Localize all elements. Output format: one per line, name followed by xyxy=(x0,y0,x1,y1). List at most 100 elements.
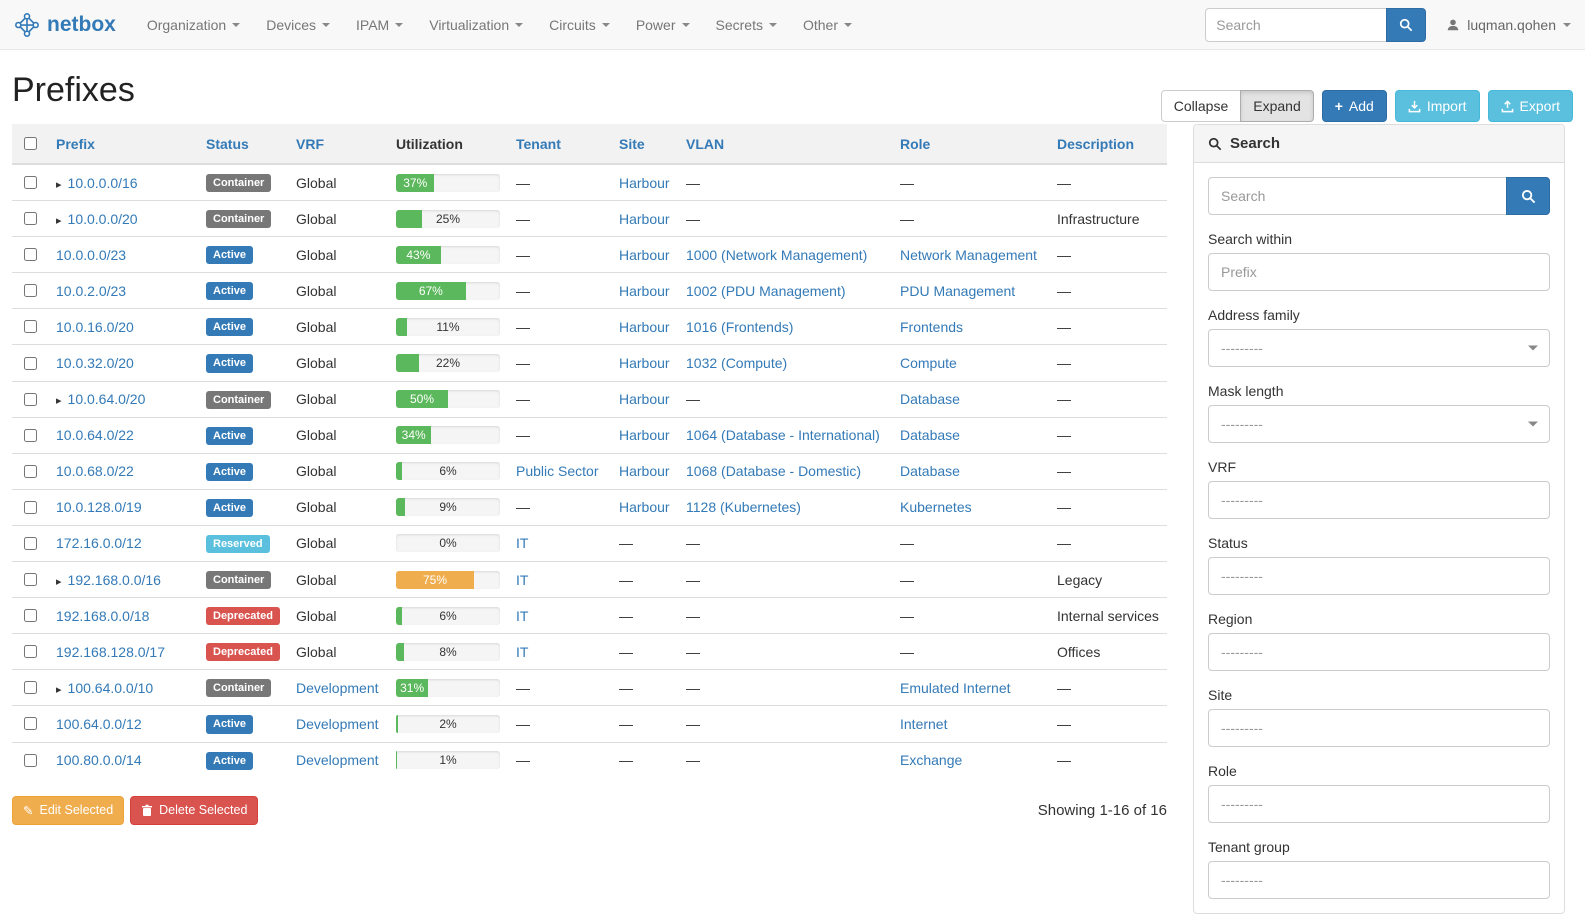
column-sort-link[interactable]: Prefix xyxy=(56,135,95,152)
netbox-brand[interactable]: netbox xyxy=(14,12,116,38)
nav-item-power[interactable]: Power xyxy=(623,0,703,50)
site-link[interactable]: Harbour xyxy=(619,282,670,299)
row-checkbox[interactable] xyxy=(24,212,37,226)
nav-item-organization[interactable]: Organization xyxy=(134,0,253,50)
site-link[interactable]: Harbour xyxy=(619,427,670,444)
column-sort-link[interactable]: VRF xyxy=(296,135,324,152)
row-checkbox[interactable] xyxy=(24,753,37,767)
row-checkbox[interactable] xyxy=(24,356,37,370)
filter-input-mask-length[interactable] xyxy=(1208,405,1550,443)
role-link[interactable]: Database xyxy=(900,463,960,480)
filter-input-region[interactable] xyxy=(1208,633,1550,671)
site-link[interactable]: Harbour xyxy=(619,246,670,263)
filter-input-status[interactable] xyxy=(1208,557,1550,595)
row-checkbox[interactable] xyxy=(24,392,37,406)
prefix-link[interactable]: 10.0.128.0/19 xyxy=(56,499,142,516)
role-link[interactable]: Internet xyxy=(900,715,948,732)
vlan-link[interactable]: 1068 (Database - Domestic) xyxy=(686,463,862,480)
vlan-link[interactable]: 1016 (Frontends) xyxy=(686,318,794,335)
filter-input-role[interactable] xyxy=(1208,785,1550,823)
prefix-link[interactable]: 192.168.0.0/18 xyxy=(56,607,150,624)
vlan-link[interactable]: 1128 (Kubernetes) xyxy=(686,499,801,516)
site-link[interactable]: Harbour xyxy=(619,318,670,335)
role-link[interactable]: Frontends xyxy=(900,318,964,335)
prefix-link[interactable]: 100.64.0.0/10 xyxy=(67,679,154,696)
site-link[interactable]: Harbour xyxy=(619,355,670,372)
prefix-link[interactable]: 10.0.0.0/20 xyxy=(67,210,138,227)
collapse-button[interactable]: Collapse xyxy=(1160,90,1242,122)
prefix-link[interactable]: 100.80.0.0/14 xyxy=(56,752,142,769)
expand-toggle-icon[interactable]: ▸ xyxy=(56,395,62,408)
prefix-link[interactable]: 10.0.2.0/23 xyxy=(56,282,127,299)
prefix-link[interactable]: 10.0.68.0/22 xyxy=(56,463,134,480)
filter-input-search-within[interactable] xyxy=(1208,253,1550,291)
expand-toggle-icon[interactable]: ▸ xyxy=(56,683,62,696)
filter-search-input[interactable] xyxy=(1208,177,1507,215)
tenant-link[interactable]: IT xyxy=(516,643,529,660)
row-checkbox[interactable] xyxy=(24,645,37,659)
role-link[interactable]: Database xyxy=(900,427,960,444)
user-menu[interactable]: luqman.qohen xyxy=(1446,17,1571,33)
column-sort-link[interactable]: VLAN xyxy=(686,135,725,152)
prefix-link[interactable]: 10.0.0.0/16 xyxy=(67,174,138,191)
tenant-link[interactable]: IT xyxy=(516,535,529,552)
row-checkbox[interactable] xyxy=(24,500,37,514)
vlan-link[interactable]: 1002 (PDU Management) xyxy=(686,282,846,299)
column-sort-link[interactable]: Tenant xyxy=(516,135,561,152)
role-link[interactable]: Database xyxy=(900,391,960,408)
vrf-link[interactable]: Development xyxy=(296,715,379,732)
import-button[interactable]: Import xyxy=(1394,90,1480,122)
vlan-link[interactable]: 1064 (Database - International) xyxy=(686,427,880,444)
row-checkbox[interactable] xyxy=(24,609,37,623)
delete-selected-button[interactable]: Delete Selected xyxy=(130,795,259,825)
global-search-button[interactable] xyxy=(1386,7,1427,42)
role-link[interactable]: Exchange xyxy=(900,752,963,769)
prefix-link[interactable]: 192.168.128.0/17 xyxy=(56,643,165,660)
filter-search-button[interactable] xyxy=(1506,177,1550,215)
role-link[interactable]: Kubernetes xyxy=(900,499,972,516)
prefix-link[interactable]: 10.0.64.0/22 xyxy=(56,427,134,444)
row-checkbox[interactable] xyxy=(24,284,37,298)
role-link[interactable]: Compute xyxy=(900,355,957,372)
vrf-link[interactable]: Development xyxy=(296,679,379,696)
vrf-link[interactable]: Development xyxy=(296,752,379,769)
prefix-link[interactable]: 100.64.0.0/12 xyxy=(56,715,142,732)
nav-item-other[interactable]: Other xyxy=(790,0,865,50)
nav-item-virtualization[interactable]: Virtualization xyxy=(416,0,536,50)
role-link[interactable]: PDU Management xyxy=(900,282,1016,299)
row-checkbox[interactable] xyxy=(24,536,37,550)
expand-toggle-icon[interactable]: ▸ xyxy=(56,178,62,191)
row-checkbox[interactable] xyxy=(24,176,37,190)
row-checkbox[interactable] xyxy=(24,464,37,478)
column-sort-link[interactable]: Description xyxy=(1057,135,1135,152)
filter-input-tenant-group[interactable] xyxy=(1208,861,1550,899)
tenant-link[interactable]: Public Sector xyxy=(516,463,599,480)
site-link[interactable]: Harbour xyxy=(619,210,670,227)
row-checkbox[interactable] xyxy=(24,681,37,695)
row-checkbox[interactable] xyxy=(24,320,37,334)
site-link[interactable]: Harbour xyxy=(619,391,670,408)
role-link[interactable]: Emulated Internet xyxy=(900,679,1011,696)
role-link[interactable]: Network Management xyxy=(900,246,1037,263)
prefix-link[interactable]: 10.0.32.0/20 xyxy=(56,355,134,372)
nav-item-secrets[interactable]: Secrets xyxy=(703,0,790,50)
nav-item-ipam[interactable]: IPAM xyxy=(343,0,416,50)
prefix-link[interactable]: 192.168.0.0/16 xyxy=(67,571,161,588)
vlan-link[interactable]: 1032 (Compute) xyxy=(686,355,788,372)
column-sort-link[interactable]: Role xyxy=(900,135,931,152)
site-link[interactable]: Harbour xyxy=(619,463,670,480)
vlan-link[interactable]: 1000 (Network Management) xyxy=(686,246,868,263)
expand-toggle-icon[interactable]: ▸ xyxy=(56,214,62,227)
filter-input-site[interactable] xyxy=(1208,709,1550,747)
row-checkbox[interactable] xyxy=(24,573,37,587)
filter-input-vrf[interactable] xyxy=(1208,481,1550,519)
global-search-input[interactable] xyxy=(1205,7,1388,42)
site-link[interactable]: Harbour xyxy=(619,174,670,191)
add-button[interactable]: + Add xyxy=(1321,90,1387,122)
tenant-link[interactable]: IT xyxy=(516,607,529,624)
filter-input-address-family[interactable] xyxy=(1208,329,1550,367)
expand-button[interactable]: Expand xyxy=(1240,90,1314,122)
prefix-link[interactable]: 172.16.0.0/12 xyxy=(56,535,142,552)
site-link[interactable]: Harbour xyxy=(619,499,670,516)
prefix-link[interactable]: 10.0.64.0/20 xyxy=(67,391,146,408)
